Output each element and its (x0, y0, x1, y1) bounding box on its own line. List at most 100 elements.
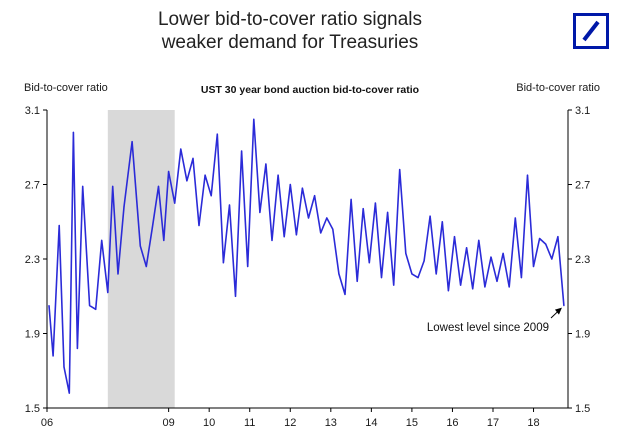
left-y-tick-label: 2.3 (25, 254, 40, 266)
x-tick-label: 11 (244, 417, 255, 429)
right-y-tick-label: 1.9 (575, 329, 590, 341)
data-point (89, 305, 91, 307)
data-point (447, 290, 449, 292)
data-point (58, 224, 60, 227)
data-point (192, 157, 194, 159)
data-point (101, 239, 103, 241)
data-point (72, 131, 74, 133)
right-y-tick-label: 3.1 (575, 105, 590, 117)
data-point (350, 198, 352, 200)
data-point (48, 305, 50, 307)
data-point (362, 208, 364, 210)
data-point (526, 174, 529, 176)
left-y-tick-label: 1.9 (25, 329, 40, 341)
right-y-tick-label: 1.5 (575, 403, 590, 415)
x-tick-label: 17 (487, 417, 499, 429)
data-point (502, 252, 504, 254)
data-point (514, 217, 516, 219)
data-point (356, 280, 358, 282)
data-point (532, 265, 535, 268)
data-point (539, 237, 541, 240)
x-tick-label: 09 (163, 417, 175, 429)
x-tick-label: 13 (325, 417, 337, 429)
data-point (157, 185, 160, 187)
data-point (423, 260, 425, 262)
data-point (508, 286, 510, 288)
tick-group: 1.5 1.5 1.9 1.9 2.3 2.3 2.7 2.7 3.1 3.1 06 09 10 11 12… (25, 105, 591, 429)
data-point (68, 392, 70, 394)
data-point (314, 195, 316, 197)
data-point (145, 265, 147, 268)
data-point (151, 226, 153, 228)
data-point (441, 221, 443, 223)
data-point (417, 277, 419, 279)
data-point (490, 256, 492, 258)
data-point (472, 288, 474, 290)
data-point (168, 170, 170, 173)
y-axis-label-left: Bid-to-cover ratio (24, 82, 108, 94)
data-point (557, 236, 559, 238)
data-point (435, 273, 437, 275)
data-point (368, 262, 370, 264)
data-point (387, 211, 389, 213)
data-point (289, 183, 291, 186)
x-tick-label: 06 (41, 417, 53, 429)
data-point (271, 239, 273, 241)
series-points (48, 118, 565, 394)
annotation-text: Lowest level since 2009 (427, 322, 549, 334)
data-point (123, 206, 125, 208)
data-point (76, 347, 78, 349)
data-point (253, 118, 255, 120)
x-tick-label: 12 (284, 417, 296, 429)
data-point (460, 284, 462, 286)
data-point (247, 265, 249, 268)
data-point (174, 202, 176, 204)
data-point (216, 133, 218, 135)
slide-title-line1: Lower bid-to-cover ratio signals (157, 9, 422, 30)
data-point (210, 195, 212, 197)
data-point (295, 234, 297, 236)
data-point (228, 204, 231, 206)
logo-slash-icon (582, 20, 600, 42)
data-point (320, 232, 322, 234)
data-point (411, 273, 413, 275)
data-point (117, 273, 119, 275)
slide-title-line2: weaker demand for Treasuries (161, 32, 419, 53)
data-point (107, 291, 109, 294)
left-y-tick-label: 2.7 (25, 180, 40, 192)
data-point (374, 202, 376, 204)
data-point (429, 215, 431, 217)
data-point (563, 305, 565, 307)
annotation-arrowhead (554, 307, 562, 315)
data-point (139, 245, 141, 247)
data-point (545, 243, 547, 245)
data-point (332, 228, 334, 230)
x-tick-label: 10 (203, 417, 215, 429)
data-point (82, 185, 84, 187)
left-y-tick-label: 1.5 (25, 403, 40, 415)
data-point (204, 174, 206, 176)
data-point (453, 236, 456, 238)
data-point (52, 355, 54, 357)
data-point (344, 293, 346, 295)
x-tick-label: 18 (527, 417, 539, 429)
data-point (484, 286, 486, 288)
data-point (551, 258, 553, 260)
data-point (112, 185, 114, 187)
data-point (496, 280, 498, 282)
data-point (265, 163, 267, 165)
data-point (180, 148, 182, 150)
data-point (222, 262, 224, 264)
data-point (301, 187, 303, 189)
data-point (131, 141, 133, 143)
right-y-tick-label: 2.3 (575, 254, 590, 266)
data-point (198, 224, 200, 227)
data-point (405, 252, 407, 254)
data-point (307, 217, 310, 219)
data-point (326, 217, 328, 219)
y-axis-label-right: Bid-to-cover ratio (516, 82, 600, 94)
data-point (95, 308, 97, 310)
slide-title: Lower bid-to-cover ratio signals weaker … (80, 8, 500, 54)
data-point (283, 236, 285, 238)
